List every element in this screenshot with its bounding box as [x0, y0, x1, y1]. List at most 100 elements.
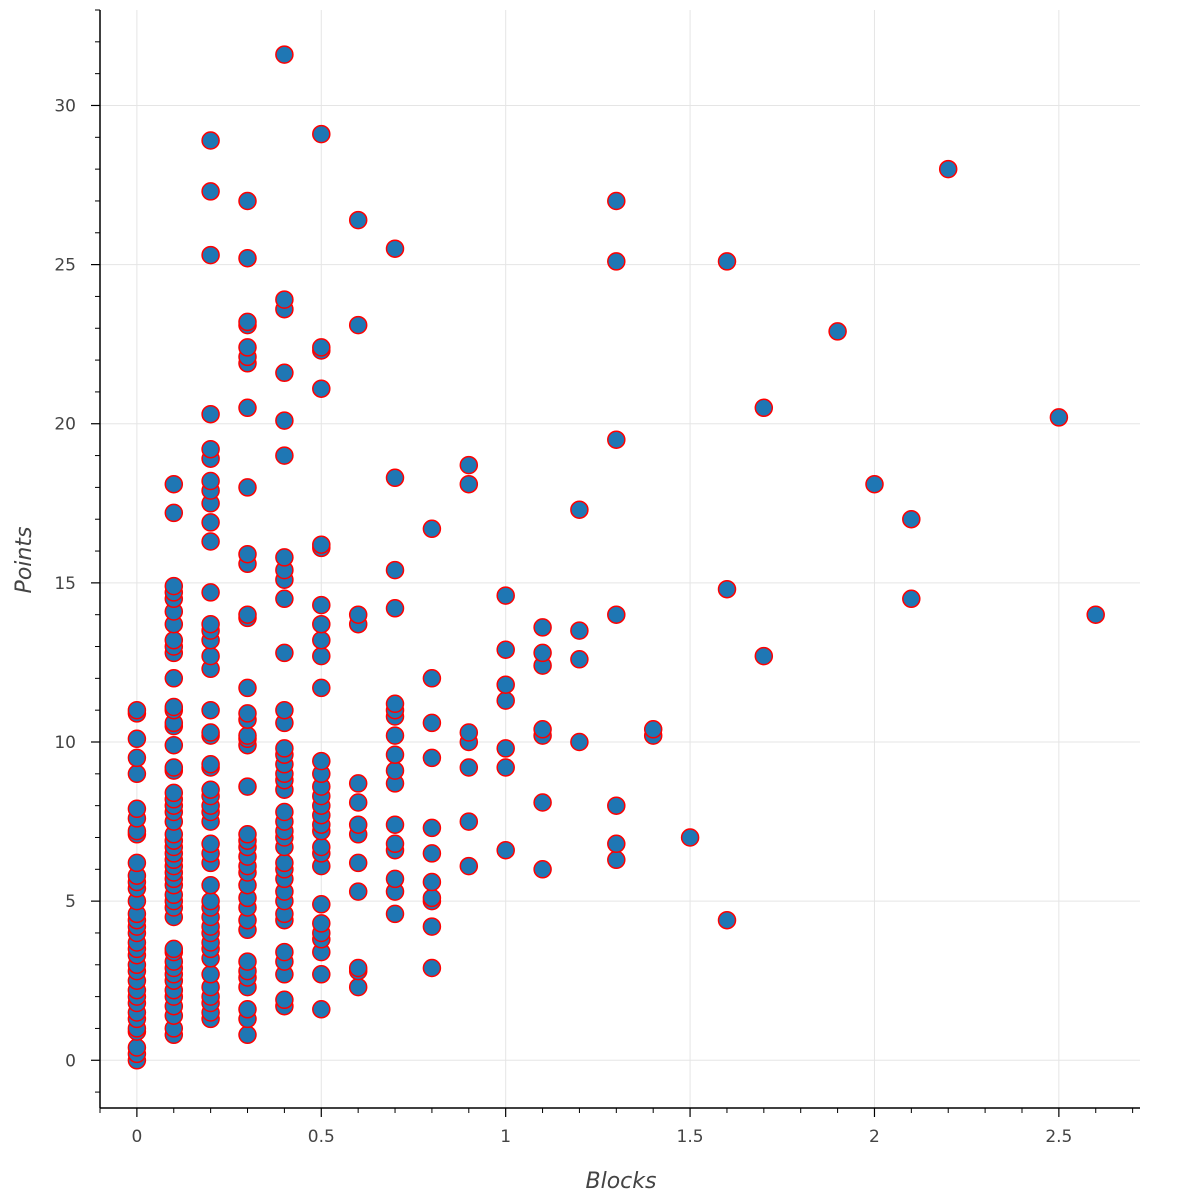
data-point — [459, 812, 479, 831]
data-point — [275, 700, 294, 720]
data-point — [348, 882, 368, 901]
data-point — [275, 446, 294, 465]
data-point — [164, 669, 184, 688]
data-point — [680, 828, 700, 847]
data-point — [902, 509, 921, 529]
data-point — [385, 468, 405, 488]
data-point — [312, 630, 331, 650]
data-point — [275, 290, 294, 309]
data-point — [201, 646, 220, 666]
data-point — [312, 837, 331, 857]
data-point — [238, 398, 257, 418]
data-point — [312, 535, 331, 554]
data-point — [275, 853, 294, 873]
data-point — [201, 614, 220, 634]
data-point — [496, 691, 515, 710]
data-point — [459, 723, 479, 742]
data-point — [754, 398, 774, 418]
data-point — [164, 474, 184, 494]
data-point — [348, 977, 368, 997]
data-point — [164, 630, 184, 650]
data-point — [422, 818, 442, 838]
data-point — [496, 640, 515, 659]
data-point — [422, 872, 442, 892]
y-tick-label: 10 — [54, 733, 76, 753]
data-point — [385, 239, 405, 258]
data-point — [238, 678, 257, 698]
data-point — [607, 850, 626, 870]
data-point — [201, 404, 220, 424]
data-point — [312, 1000, 331, 1019]
data-point — [275, 411, 294, 430]
data-point — [164, 758, 184, 777]
data-point — [348, 210, 368, 230]
y-tick-label: 30 — [54, 96, 76, 116]
data-point — [238, 825, 257, 844]
data-point — [275, 589, 294, 609]
data-point — [459, 455, 479, 475]
y-tick-label: 5 — [65, 892, 76, 912]
data-point — [570, 500, 589, 519]
data-point — [422, 888, 442, 908]
data-point — [348, 315, 368, 335]
data-point — [275, 643, 294, 663]
x-tick-label: 1 — [500, 1127, 511, 1147]
data-point — [385, 560, 405, 580]
data-point — [717, 910, 737, 930]
data-point — [496, 586, 515, 605]
data-point — [459, 474, 479, 494]
x-tick-label: 0 — [131, 1127, 142, 1147]
data-point — [385, 834, 405, 854]
data-point — [238, 704, 257, 723]
data-point — [348, 605, 368, 624]
data-point — [717, 579, 737, 599]
data-point — [275, 802, 294, 822]
y-tick-label: 25 — [54, 256, 76, 276]
x-tick-label: 0.5 — [308, 1127, 335, 1147]
data-point — [312, 646, 331, 666]
data-point — [385, 904, 405, 924]
data-point — [275, 45, 294, 64]
data-point — [607, 834, 626, 854]
data-point — [238, 248, 257, 268]
data-point — [238, 312, 257, 332]
data-point — [385, 599, 405, 618]
data-point — [238, 191, 257, 211]
data-point — [312, 338, 331, 357]
data-point — [238, 952, 257, 971]
data-point — [201, 780, 220, 799]
data-point — [865, 474, 884, 494]
data-point — [201, 182, 220, 201]
data-point — [127, 700, 147, 720]
data-point — [348, 958, 368, 978]
data-point — [312, 678, 331, 698]
data-point — [570, 650, 589, 669]
data-point — [275, 548, 294, 567]
data-point — [275, 990, 294, 1010]
data-point — [201, 891, 220, 911]
data-point — [201, 439, 220, 459]
data-point — [422, 917, 442, 936]
data-point — [312, 751, 331, 771]
data-point — [496, 675, 515, 694]
y-tick-label: 0 — [65, 1051, 76, 1071]
data-point — [238, 1025, 257, 1045]
data-point — [164, 697, 184, 717]
data-point — [238, 777, 257, 796]
data-point — [496, 758, 515, 777]
data-point — [385, 745, 405, 764]
data-point — [533, 643, 552, 663]
data-point — [275, 363, 294, 383]
data-point — [201, 875, 220, 895]
data-point — [312, 914, 331, 933]
data-point — [348, 853, 368, 873]
y-tick-label: 15 — [54, 574, 76, 594]
x-tick-label: 2.5 — [1045, 1127, 1072, 1147]
data-point — [533, 860, 552, 879]
y-axis-title: Points — [12, 527, 37, 594]
data-point — [422, 844, 442, 863]
data-point — [385, 869, 405, 889]
data-point — [127, 764, 147, 784]
x-tick-label: 1.5 — [677, 1127, 704, 1147]
data-point — [312, 895, 331, 914]
